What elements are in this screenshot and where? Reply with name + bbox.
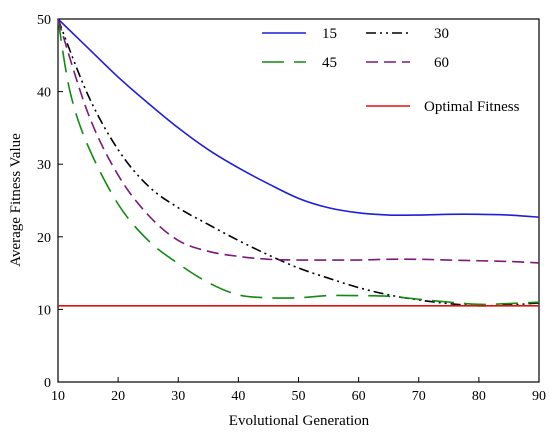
y-tick-label: 0: [44, 376, 51, 391]
x-tick-label: 10: [51, 389, 65, 404]
x-axis-title: Evolutional Generation: [229, 413, 370, 429]
legend-label-15: 15: [322, 26, 337, 42]
x-tick-label: 70: [412, 389, 426, 404]
plot-frame: [57, 18, 540, 383]
series-layer: [57, 18, 540, 307]
y-tick-label: 50: [37, 13, 51, 28]
legend-label-45: 45: [322, 55, 337, 71]
y-axis-ticks: 0 10 20 30 40 50: [37, 13, 63, 391]
legend-label-30: 30: [434, 26, 449, 42]
legend: 15 30 45 60 Optimal Fitness: [262, 26, 520, 115]
x-axis-ticks: 10 20 30 40 50 60 70 80 90: [51, 377, 546, 404]
x-tick-label: 40: [231, 389, 245, 404]
x-tick-label: 60: [352, 389, 366, 404]
y-axis-title: Average Fitness Value: [8, 133, 24, 267]
series-line-30: [57, 18, 540, 307]
series-line-15: [57, 18, 540, 218]
legend-label-60: 60: [434, 55, 449, 71]
series-line-60: [57, 18, 540, 264]
x-tick-label: 80: [472, 389, 486, 404]
y-tick-label: 20: [37, 231, 51, 246]
y-tick-label: 40: [37, 86, 51, 101]
x-tick-label: 90: [532, 389, 546, 404]
x-tick-label: 50: [292, 389, 306, 404]
x-tick-label: 30: [171, 389, 185, 404]
y-tick-label: 10: [37, 303, 51, 318]
y-tick-label: 30: [37, 158, 51, 173]
legend-label-optimal-fitness: Optimal Fitness: [424, 99, 520, 115]
series-line-45: [57, 18, 540, 306]
x-tick-label: 20: [111, 389, 125, 404]
